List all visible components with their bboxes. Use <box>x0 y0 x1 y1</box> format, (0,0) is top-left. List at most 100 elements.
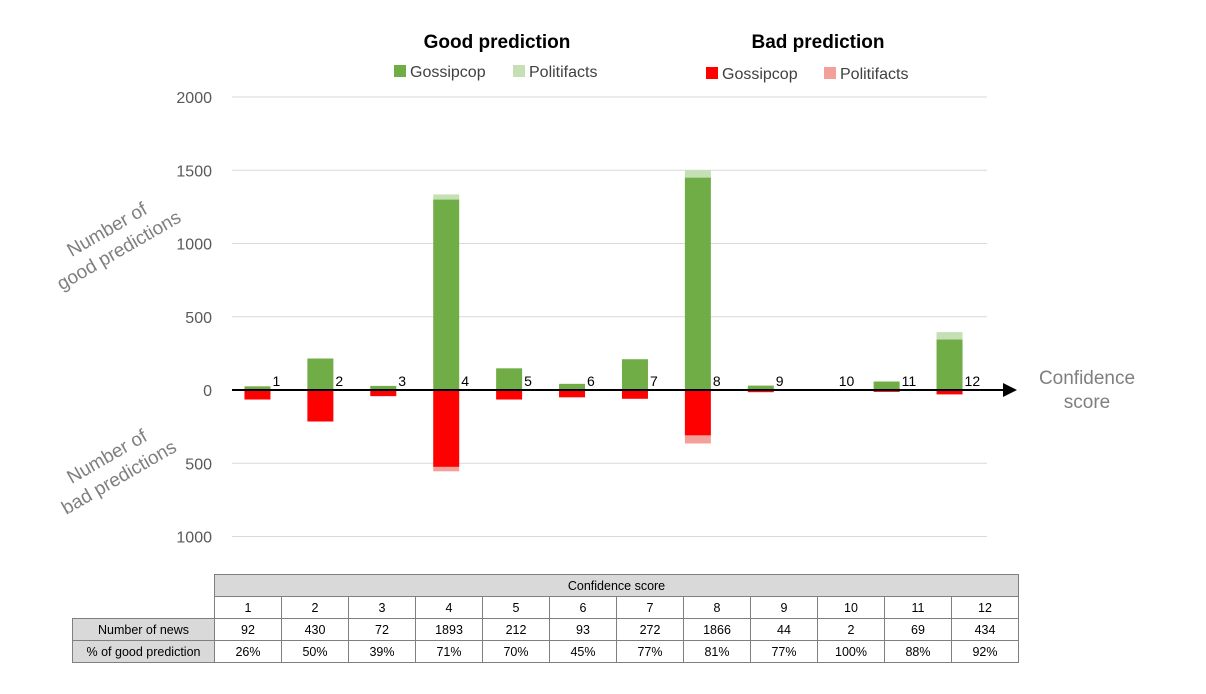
table-cell: 88% <box>885 641 952 663</box>
category-label: 10 <box>839 373 855 389</box>
bar-bad-gossipcop <box>496 390 522 400</box>
table-score-cell: 3 <box>349 597 416 619</box>
table-score-cell: 9 <box>751 597 818 619</box>
x-axis-label: Confidence score <box>1039 368 1135 413</box>
table-cell: 26% <box>215 641 282 663</box>
bar-good-gossipcop <box>307 359 333 390</box>
table-cell: 212 <box>483 619 550 641</box>
table-score-cell: 4 <box>416 597 483 619</box>
table-cell: 93 <box>550 619 617 641</box>
legend-good-politifacts-swatch <box>513 65 525 77</box>
table-score-cell: 1 <box>215 597 282 619</box>
bar-good-gossipcop <box>874 382 900 390</box>
table-cell: 70% <box>483 641 550 663</box>
y-tick-label: 1000 <box>176 237 212 254</box>
table-score-row: 1 2 3 4 5 6 7 8 9 10 11 12 <box>73 597 1019 619</box>
legend-bad-politifacts-label: Politifacts <box>840 66 908 83</box>
bar-good-gossipcop <box>433 200 459 390</box>
legend-good-politifacts-label: Politifacts <box>529 64 597 81</box>
table-cell: 430 <box>282 619 349 641</box>
table-score-cell: 8 <box>684 597 751 619</box>
bar-bad-gossipcop <box>685 390 711 435</box>
category-label: 5 <box>524 373 532 389</box>
table-cell: 77% <box>617 641 684 663</box>
y-tick-label: 0 <box>203 383 212 400</box>
bar-bad-gossipcop <box>559 390 585 397</box>
bar-good-gossipcop <box>622 359 648 390</box>
summary-table: Confidence score 1 2 3 4 5 6 7 8 9 10 11 12 Number … <box>72 574 1019 663</box>
table-cell: 72 <box>349 619 416 641</box>
table-row-label: % of good prediction <box>73 641 215 663</box>
table-cell: 92 <box>215 619 282 641</box>
bar-bad-gossipcop <box>433 390 459 467</box>
category-label: 3 <box>398 373 406 389</box>
table-cell: 71% <box>416 641 483 663</box>
y-tick-label: 1000 <box>176 530 212 547</box>
y-tick-labels: 2000 1500 1000 500 0 500 1000 <box>176 90 212 547</box>
table-score-cell: 2 <box>282 597 349 619</box>
legend-bad-title: Bad prediction <box>751 32 884 53</box>
bar-good-politifacts <box>937 332 963 339</box>
table-cell: 50% <box>282 641 349 663</box>
category-label: 9 <box>776 373 784 389</box>
category-label: 2 <box>335 373 343 389</box>
table-cell: 434 <box>952 619 1019 641</box>
table-cell: 39% <box>349 641 416 663</box>
bar-good-gossipcop <box>685 178 711 390</box>
table-row: % of good prediction 26% 50% 39% 71% 70% 45% 7… <box>73 641 1019 663</box>
y-axis-label-good: Number ofgood predictions <box>42 186 185 295</box>
y-tick-label: 500 <box>185 310 212 327</box>
legend-good-gossipcop-swatch <box>394 65 406 77</box>
bar-chart: Good prediction Gossipcop Politifacts Ba… <box>0 0 1206 570</box>
legend-bad-gossipcop-label: Gossipcop <box>722 66 798 83</box>
table-score-cell: 7 <box>617 597 684 619</box>
table-cell: 1893 <box>416 619 483 641</box>
bars <box>244 170 962 471</box>
table-cell: 272 <box>617 619 684 641</box>
legend-bad-gossipcop-swatch <box>706 67 718 79</box>
legend-good-title: Good prediction <box>424 32 571 53</box>
table-cell: 69 <box>885 619 952 641</box>
table-cell: 81% <box>684 641 751 663</box>
table-score-cell: 10 <box>818 597 885 619</box>
table-cell: 1866 <box>684 619 751 641</box>
legend-good-gossipcop-label: Gossipcop <box>410 64 486 81</box>
table-header-row: Confidence score <box>73 575 1019 597</box>
gridlines <box>232 97 987 537</box>
axis-label-line: Confidence <box>1039 368 1135 389</box>
table-row: Number of news 92 430 72 1893 212 93 272 1866 44… <box>73 619 1019 641</box>
table-score-cell: 5 <box>483 597 550 619</box>
legend: Good prediction Gossipcop Politifacts Ba… <box>394 32 908 83</box>
table-cell: 2 <box>818 619 885 641</box>
bar-good-politifacts <box>433 194 459 199</box>
bar-good-politifacts <box>685 170 711 177</box>
bar-bad-politifacts <box>685 435 711 443</box>
table-cell: 77% <box>751 641 818 663</box>
table-cell: 100% <box>818 641 885 663</box>
table-score-cell: 11 <box>885 597 952 619</box>
table-row-label: Number of news <box>73 619 215 641</box>
table-cell: 45% <box>550 641 617 663</box>
legend-bad-politifacts-swatch <box>824 67 836 79</box>
table-score-cell: 12 <box>952 597 1019 619</box>
y-tick-label: 2000 <box>176 90 212 107</box>
table-header: Confidence score <box>215 575 1019 597</box>
category-label: 1 <box>272 373 280 389</box>
bar-bad-gossipcop <box>244 390 270 400</box>
x-axis-arrow <box>1003 383 1017 397</box>
bar-bad-gossipcop <box>622 390 648 399</box>
category-label: 11 <box>902 373 917 389</box>
y-tick-label: 1500 <box>176 163 212 180</box>
bar-good-gossipcop <box>937 339 963 390</box>
category-label: 4 <box>461 373 469 389</box>
axis-label-line: score <box>1064 392 1110 413</box>
table-cell: 44 <box>751 619 818 641</box>
y-tick-label: 500 <box>185 456 212 473</box>
table-score-cell: 6 <box>550 597 617 619</box>
category-label: 7 <box>650 373 658 389</box>
category-label: 6 <box>587 373 595 389</box>
y-axis-label-bad: Number ofbad predictions <box>46 416 180 519</box>
bar-good-gossipcop <box>496 368 522 390</box>
bar-bad-politifacts <box>433 467 459 471</box>
table-cell: 92% <box>952 641 1019 663</box>
